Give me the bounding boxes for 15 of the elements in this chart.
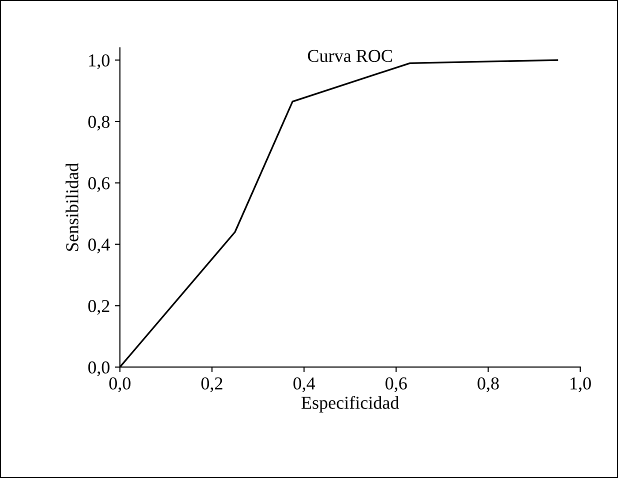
y-tick-label: 0,2	[88, 300, 110, 315]
x-tick-label: 0,2	[201, 377, 222, 392]
x-tick-label: 0,0	[109, 377, 130, 392]
x-tick-label: 0,4	[293, 377, 316, 392]
x-tick-label: 0,6	[386, 377, 407, 392]
chart-title: Curva ROC	[308, 50, 392, 62]
x-tick-label: 0,8	[478, 377, 499, 392]
y-tick-label: 0,8	[88, 116, 110, 131]
y-tick-label: 0,6	[88, 177, 110, 192]
y-tick-label: 0,0	[88, 361, 110, 376]
y-axis-title: Sensibilidad	[66, 163, 78, 251]
y-tick-label: 0,4	[88, 238, 110, 254]
x-tick-label: 1,0	[570, 377, 591, 392]
x-axis-title: Especificidad	[301, 396, 400, 413]
y-tick-label: 1,0	[89, 54, 110, 70]
